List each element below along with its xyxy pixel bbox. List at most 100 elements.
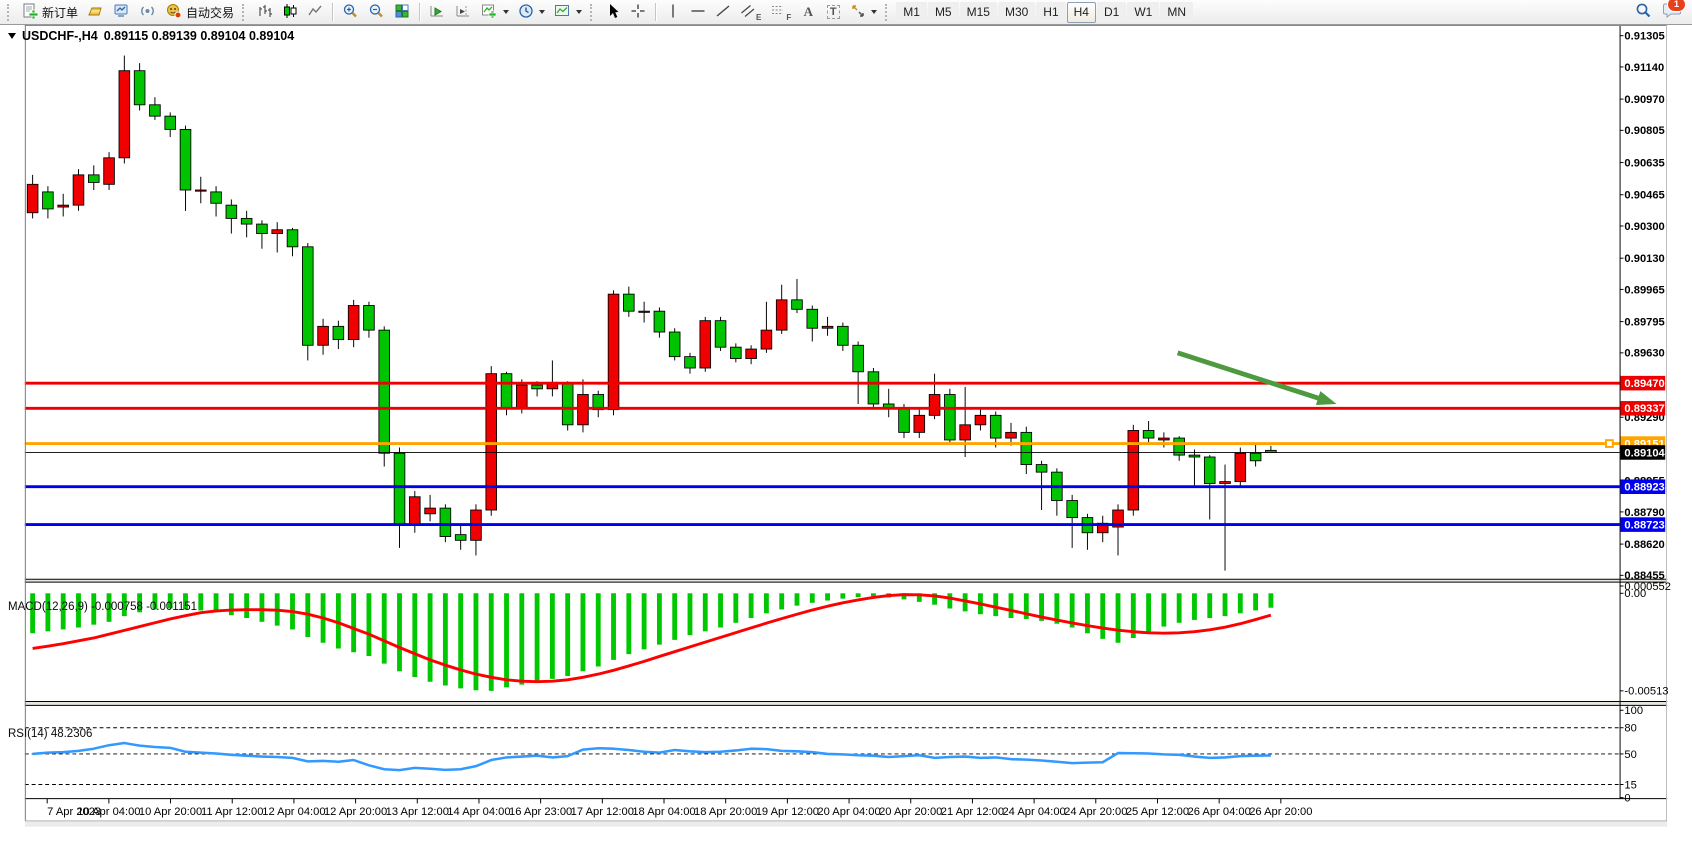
timeframe-button-D1[interactable]: D1 <box>1096 1 1127 23</box>
time-axis[interactable] <box>24 798 1668 821</box>
channel-letter: E <box>756 12 762 22</box>
line-chart-mode-button[interactable] <box>303 2 327 23</box>
indicators-button[interactable] <box>477 2 513 23</box>
price-label-0.89470: 0.89470 <box>1620 375 1666 391</box>
time-tick-label: 26 Apr 20:00 <box>1249 806 1312 818</box>
pane-splitter[interactable] <box>24 579 1668 583</box>
chevron-down-icon <box>539 10 546 14</box>
chart-plot-area[interactable] <box>24 25 1620 580</box>
price-label-0.89470-bg <box>1620 375 1666 391</box>
tile-windows-icon <box>394 3 410 22</box>
price-tick-label: 0.90805 <box>1624 125 1664 137</box>
candle-body <box>149 104 161 117</box>
toolbar-grip[interactable] <box>590 3 597 21</box>
toolbar-grip[interactable] <box>242 3 249 21</box>
annotation-arrow-head[interactable] <box>1315 391 1337 405</box>
candle-body <box>989 414 1002 439</box>
zoom-out-button[interactable] <box>364 2 389 23</box>
toolbar-grip[interactable] <box>7 3 14 21</box>
bid-price-label-bg <box>1620 445 1666 460</box>
time-tick-label: 20 Apr 04:00 <box>817 806 880 818</box>
rsi-tick-label: 15 <box>1624 779 1636 791</box>
time-tick-label: 24 Apr 04:00 <box>1002 806 1065 818</box>
vertical-line-tool-button[interactable] <box>661 2 685 23</box>
line-handle[interactable] <box>1605 439 1614 448</box>
price-tick-label: 0.89630 <box>1624 348 1664 360</box>
price-tick-label: 0.88620 <box>1624 539 1664 551</box>
chart-shift-button[interactable] <box>451 2 476 23</box>
candle-body <box>378 329 391 454</box>
text-tool-button[interactable]: A <box>796 2 820 23</box>
candle-body <box>57 204 69 208</box>
candle-body <box>500 373 513 409</box>
fibonacci-tool-button[interactable]: F <box>766 2 795 23</box>
candle-body <box>837 325 849 346</box>
search-button[interactable] <box>1630 2 1656 23</box>
search-icon <box>1634 2 1652 22</box>
candle-body <box>867 371 880 405</box>
timeframe-button-H4[interactable]: H4 <box>1066 1 1096 23</box>
price-tick-label: 0.90970 <box>1624 94 1664 106</box>
trendline-tool-button[interactable] <box>711 2 735 23</box>
rsi-tick-label: 100 <box>1624 705 1643 717</box>
rsi-tick-label: 80 <box>1624 723 1636 735</box>
candlestick-mode-button[interactable] <box>278 2 302 23</box>
timeframe-button-MN[interactable]: MN <box>1160 1 1193 23</box>
bar-chart-mode-button[interactable] <box>253 2 277 23</box>
autotrading-button[interactable]: 自动交易 <box>161 2 238 23</box>
candle-body <box>424 507 436 515</box>
candle-body <box>898 407 910 433</box>
market-watch-button[interactable] <box>109 2 134 23</box>
timeframe-button-M5[interactable]: M5 <box>927 1 959 23</box>
timeframe-button-M30[interactable]: M30 <box>997 1 1036 23</box>
tile-windows-button[interactable] <box>390 2 414 23</box>
chevron-down-icon <box>871 10 878 14</box>
price-tick-label: 0.90635 <box>1624 157 1664 169</box>
timeframe-button-H1[interactable]: H1 <box>1036 1 1066 23</box>
signals-button[interactable] <box>135 2 160 23</box>
text-tool-icon: A <box>803 4 813 19</box>
candle-body <box>928 394 941 416</box>
timeframe-bar: M1 M5 M15 M30 H1 H4 D1 W1 MN <box>896 1 1193 23</box>
candle-body <box>1188 454 1201 458</box>
cursor-button[interactable] <box>601 2 625 23</box>
price-label-0.88723-bg <box>1620 517 1666 532</box>
zoom-out-icon <box>368 3 385 22</box>
candle-body <box>745 348 757 359</box>
candle-body <box>714 320 727 348</box>
price-tick-label: 0.90465 <box>1624 190 1664 202</box>
text-label-tool-button[interactable]: T <box>821 2 845 23</box>
price-tick-label: 0.90300 <box>1624 221 1664 233</box>
toolbar-grip[interactable] <box>885 3 892 21</box>
candle-body <box>454 534 467 541</box>
price-tick-label: 0.90130 <box>1624 253 1664 265</box>
price-tick-label: 0.88790 <box>1624 507 1664 519</box>
gold-chart-button[interactable] <box>83 2 108 23</box>
candle-body <box>118 70 131 159</box>
candle-body <box>1158 437 1170 441</box>
chat-button[interactable]: 1 <box>1662 0 1686 24</box>
periods-button[interactable] <box>514 2 549 23</box>
auto-scroll-button[interactable] <box>425 2 450 23</box>
zoom-in-button[interactable] <box>338 2 363 23</box>
clock-icon <box>518 3 534 22</box>
candle-body <box>913 414 926 433</box>
macd-pane <box>30 593 1274 691</box>
crosshair-button[interactable] <box>626 2 650 23</box>
candle-body <box>179 128 192 191</box>
horizontal-line-tool-button[interactable] <box>686 2 710 23</box>
new-order-button[interactable]: 新订单 <box>18 2 82 23</box>
candle-body <box>42 191 54 210</box>
candle-body <box>959 424 971 441</box>
templates-button[interactable] <box>550 2 586 23</box>
arrows-tool-button[interactable] <box>846 2 881 23</box>
timeframe-button-M1[interactable]: M1 <box>896 1 927 23</box>
candle-body <box>72 174 85 206</box>
pane-splitter[interactable] <box>24 702 1668 705</box>
timeframe-button-M15[interactable]: M15 <box>959 1 997 23</box>
timeframe-button-W1[interactable]: W1 <box>1127 1 1160 23</box>
vertical-line-icon <box>667 3 679 22</box>
equidistant-channel-tool-button[interactable]: E <box>736 2 765 23</box>
annotation-arrow-shaft[interactable] <box>1176 350 1329 404</box>
candle-body <box>730 346 742 359</box>
